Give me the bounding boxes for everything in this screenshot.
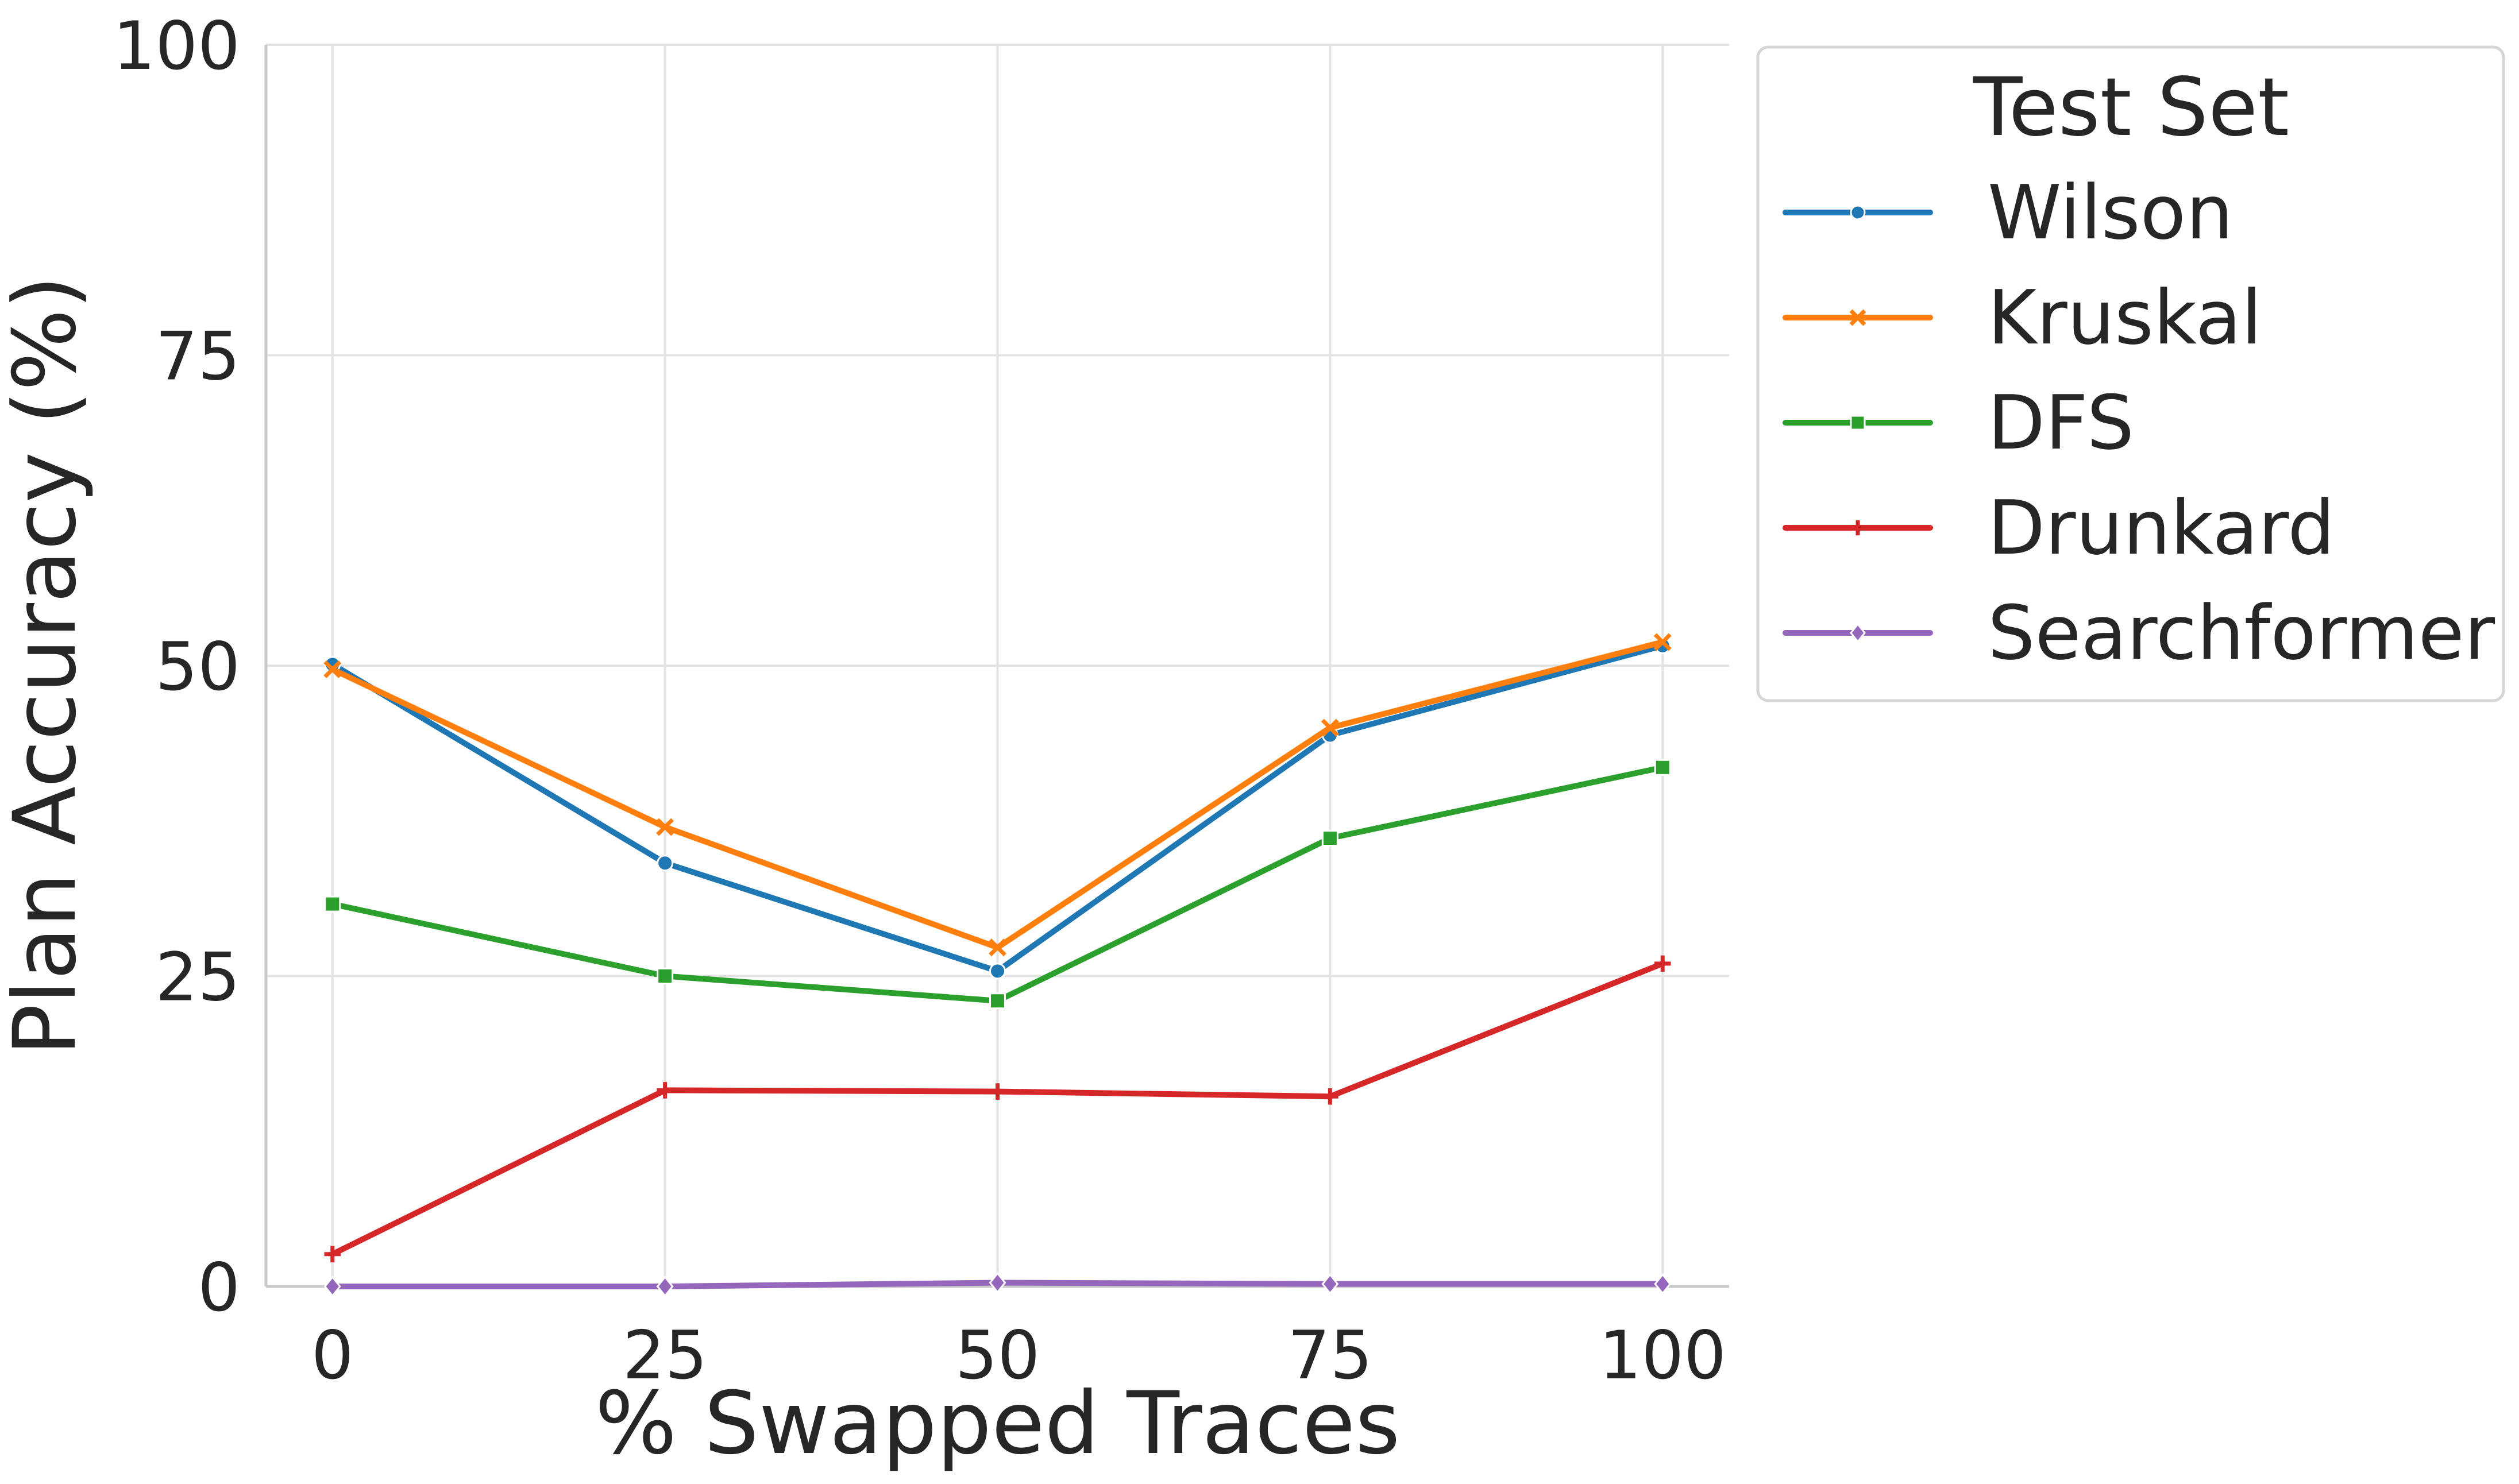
data-point (657, 1082, 673, 1099)
legend-entry-kruskal: Kruskal (1783, 274, 2262, 361)
legend-label: DFS (1988, 379, 2134, 466)
legend-label: Wilson (1988, 169, 2233, 256)
x-tick-label: 0 (311, 1317, 354, 1394)
y-axis-label: Plan Accuracy (%) (0, 276, 95, 1056)
x-tick-label: 50 (955, 1317, 1040, 1394)
legend-label: Kruskal (1988, 274, 2262, 361)
legend-entry-drunkard: Drunkard (1783, 484, 2335, 571)
x-axis-label: % Swapped Traces (595, 1374, 1401, 1474)
data-point (324, 895, 341, 913)
legend-entry-dfs: DFS (1783, 379, 2134, 466)
data-point (989, 1083, 1006, 1100)
legend-label: Searchformer (1988, 589, 2495, 677)
y-tick-label: 75 (155, 318, 240, 396)
series-searchformer (323, 1272, 1672, 1297)
data-point (323, 1276, 341, 1297)
legend: Test Set Wilson Kruskal DFS Drunkard Searchf… (1756, 45, 2505, 702)
legend-entry-searchformer: Searchformer (1783, 589, 2495, 677)
gridlines (266, 44, 1729, 1288)
data-point (656, 818, 674, 836)
data-point (989, 992, 1006, 1010)
legend-label: Drunkard (1988, 484, 2335, 571)
data-point (1321, 1273, 1339, 1295)
tick-labels: 0 25 50 75 100 0 25 50 75 100 (113, 7, 1726, 1394)
data-point (989, 938, 1006, 957)
legend-entries: Wilson Kruskal DFS Drunkard Searchformer (1783, 169, 2495, 677)
legend-frame (1756, 45, 2505, 702)
series-drunkard (324, 955, 1671, 1263)
legend-title: Test Set (1973, 61, 2289, 154)
x-tick-label: 25 (623, 1317, 708, 1394)
data-point (657, 968, 674, 984)
y-tick-label: 50 (155, 628, 240, 706)
data-point (324, 1246, 341, 1263)
y-tick-label: 25 (155, 939, 240, 1017)
data-point (1654, 1273, 1672, 1295)
data-point (1849, 309, 1866, 326)
y-tick-label: 100 (113, 7, 240, 85)
data-point (1653, 633, 1672, 651)
data-point (1850, 204, 1866, 221)
data-point (989, 963, 1006, 980)
series-lines (323, 633, 1672, 1297)
data-point (1850, 415, 1866, 431)
x-tick-label: 75 (1288, 1317, 1373, 1394)
data-point (657, 855, 674, 872)
data-point (1850, 520, 1866, 536)
data-point (1322, 1088, 1338, 1105)
data-point (989, 1272, 1006, 1294)
x-tick-label: 100 (1599, 1317, 1726, 1394)
data-point (1321, 718, 1339, 737)
data-point (1850, 623, 1866, 643)
data-point (656, 1276, 674, 1297)
data-point (1321, 830, 1338, 847)
legend-entry-wilson: Wilson (1783, 169, 2233, 256)
data-point (1654, 955, 1671, 972)
series-kruskal (323, 633, 1672, 957)
y-tick-label: 0 (198, 1249, 240, 1327)
data-point (1654, 759, 1671, 776)
data-point (323, 660, 342, 678)
series-dfs (324, 759, 1671, 1010)
